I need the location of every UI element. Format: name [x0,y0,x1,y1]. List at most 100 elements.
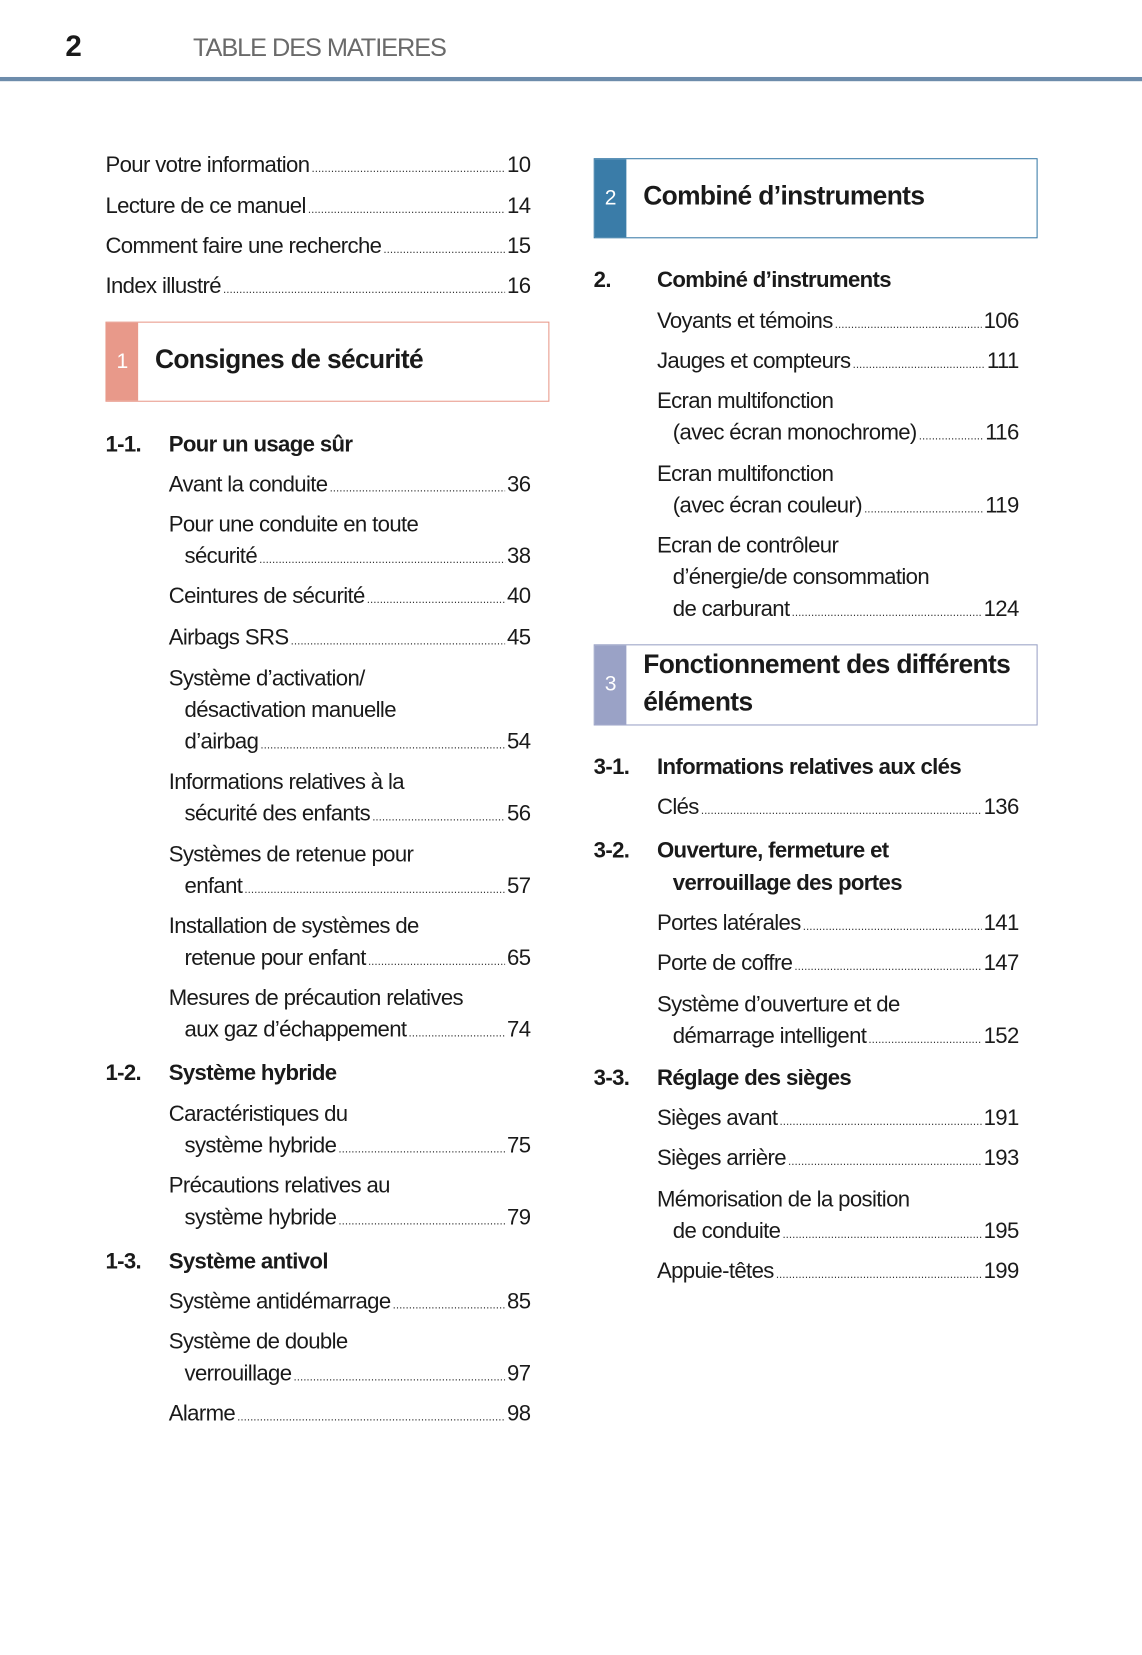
entry-title: Appuie-têtes [656,1259,774,1284]
section-header-box[interactable]: 2 Combiné d’instruments [593,158,1038,239]
page-ref: 75 [507,1133,531,1158]
page-ref: 56 [507,801,531,826]
toc-entry-line[interactable]: Clés....................................… [657,794,1019,821]
toc-entry-line[interactable]: Système antidémarrage...................… [169,1289,531,1316]
toc-entry-line[interactable]: Caractéristiques du [169,1101,348,1128]
toc-entry-line[interactable]: Lecture de ce manuel....................… [105,193,531,220]
dot-leader: ........................................… [392,1299,505,1312]
group-number: 3-2. [593,838,630,863]
toc-entry-line[interactable]: Système d’activation/ [168,665,366,692]
group-number: 1-1. [105,432,142,457]
toc-entry-line[interactable]: Index illustré..........................… [105,273,531,300]
toc-entry-line[interactable]: Sièges arrière..........................… [657,1145,1019,1172]
toc-entry-line[interactable]: Ecran de contrôleur [657,533,839,560]
page-ref: 124 [983,596,1020,622]
page-ref: 111 [986,349,1019,374]
entry-title: Lecture de ce manuel [105,194,306,219]
toc-entry-line[interactable]: d’airbag................................… [185,729,532,756]
toc-entry-line[interactable]: verrouillage............................… [185,1360,532,1387]
entry-title: Installation de systèmes de [168,914,420,939]
entry-title: Ecran multifonction [656,389,834,414]
section-header-box[interactable]: 1 Consignes de sécurité [105,321,550,402]
toc-entry-line[interactable]: sécurité................................… [185,543,532,570]
entry-title: d’énergie/de consommation [672,565,930,590]
toc-entry-line[interactable]: Pour votre information..................… [105,152,531,179]
dot-leader: ........................................… [367,955,505,969]
toc-entry-line[interactable]: Système d’ouverture et de [657,991,900,1018]
group-number: 1-3. [105,1249,142,1274]
toc-entry-line[interactable]: de conduite.............................… [673,1218,1020,1245]
dot-leader: ........................................… [775,1268,982,1282]
entry-title: (avec écran couleur) [672,493,863,518]
toc-entry-line[interactable]: (avec écran couleur)....................… [672,492,1020,519]
toc-entry-line[interactable]: Ceintures de sécurité...................… [169,583,531,610]
toc-entry-line[interactable]: Voyants et témoins......................… [657,308,1019,335]
dot-leader: ........................................… [794,960,982,974]
page-ref: 79 [507,1205,531,1230]
toc-entry-line[interactable]: Installation de systèmes de [168,913,420,940]
toc-entry-line[interactable]: Systèmes de retenue pour [169,841,414,868]
toc-entry-line[interactable]: système hybride.........................… [185,1133,532,1160]
section-header-box[interactable]: 3 Fonctionnement des différents éléments [593,644,1038,726]
toc-entry-line[interactable]: Informations relatives à la [168,769,405,796]
toc-entry-line[interactable]: Système de double [169,1329,348,1356]
entry-title: Sièges arrière [656,1146,787,1171]
entry-title: enfant [184,874,243,899]
toc-entry-line[interactable]: Sièges avant............................… [657,1105,1019,1132]
page-ref: 141 [983,911,1020,936]
section-title: Combiné d’instruments [643,181,925,211]
section-number-tab: 1 [106,322,139,401]
toc-entry-line[interactable]: (avec écran monochrome).................… [673,420,1020,447]
entry-title: désactivation manuelle [184,698,397,723]
entry-title: Mesures de précaution relatives [168,985,464,1011]
group-title: Pour un usage sûr [168,432,353,457]
toc-entry-line[interactable]: Appuie-têtes............................… [657,1258,1019,1285]
page-ref: 199 [983,1259,1020,1284]
group-title: Informations relatives aux clés [656,755,962,780]
toc-entry-line[interactable]: de carburant............................… [672,596,1020,623]
entry-title: Système d’ouverture et de [656,992,900,1017]
entry-title: Pour votre information [105,152,310,178]
toc-entry-line[interactable]: Pour une conduite en toute [169,511,419,538]
page-ref: 16 [507,274,531,299]
toc-entry-line[interactable]: Ecran multifonction [656,388,834,415]
toc-entry-line[interactable]: enfant..................................… [184,873,532,900]
page-ref: 10 [507,152,531,178]
toc-entry-line[interactable]: Ecran multifonction [657,461,834,488]
toc-entry-line[interactable]: Avant la conduite.......................… [169,471,531,498]
toc-entry-line[interactable]: Airbags SRS.............................… [169,624,531,651]
group-number: 3-3. [593,1066,630,1091]
dot-leader: ........................................… [834,318,982,332]
section-number-tab: 3 [594,645,627,725]
dot-leader: ........................................… [802,920,982,934]
page-ref: 14 [507,194,531,219]
toc-entry-line[interactable]: Portes latérales........................… [657,910,1019,937]
toc-entry-line[interactable]: retenue pour enfant.....................… [184,945,532,972]
group-number: 2. [593,267,612,293]
toc-entry-line[interactable]: aux gaz d’échappement...................… [185,1017,532,1044]
entry-title: Système d’activation/ [168,666,366,691]
page-ref: 119 [985,493,1019,518]
toc-entry-line[interactable]: Porte de coffre.........................… [657,950,1019,977]
group-title: verrouillage des portes [672,871,903,896]
toc-entry-line[interactable]: Jauges et compteurs.....................… [657,348,1019,375]
toc-entry-line[interactable]: Précautions relatives au [169,1173,391,1200]
toc-entry-line[interactable]: sécurité des enfants....................… [185,800,532,827]
toc-entry-line[interactable]: Alarme..................................… [169,1400,531,1427]
entry-title: de carburant [672,596,790,622]
group-title: Ouverture, fermeture et [656,838,889,863]
page-ref: 74 [507,1017,531,1042]
toc-entry-line[interactable]: Mesures de précaution relatives [168,985,464,1012]
dot-leader: ........................................… [864,502,984,516]
toc-entry-line[interactable]: démarrage intelligent...................… [673,1023,1020,1050]
entry-title: Airbags SRS [168,625,289,650]
entry-title: retenue pour enfant [184,945,367,971]
toc-entry-line[interactable]: d’énergie/de consommation [672,564,930,591]
toc-entry-line[interactable]: désactivation manuelle [184,697,397,724]
dot-leader: ........................................… [366,593,505,607]
toc-entry-line[interactable]: Mémorisation de la position [657,1186,910,1213]
toc-entry-line[interactable]: système hybride.........................… [185,1204,532,1231]
entry-title: Informations relatives à la [168,769,405,795]
toc-entry-line[interactable]: Comment faire une recherche.............… [105,233,531,260]
